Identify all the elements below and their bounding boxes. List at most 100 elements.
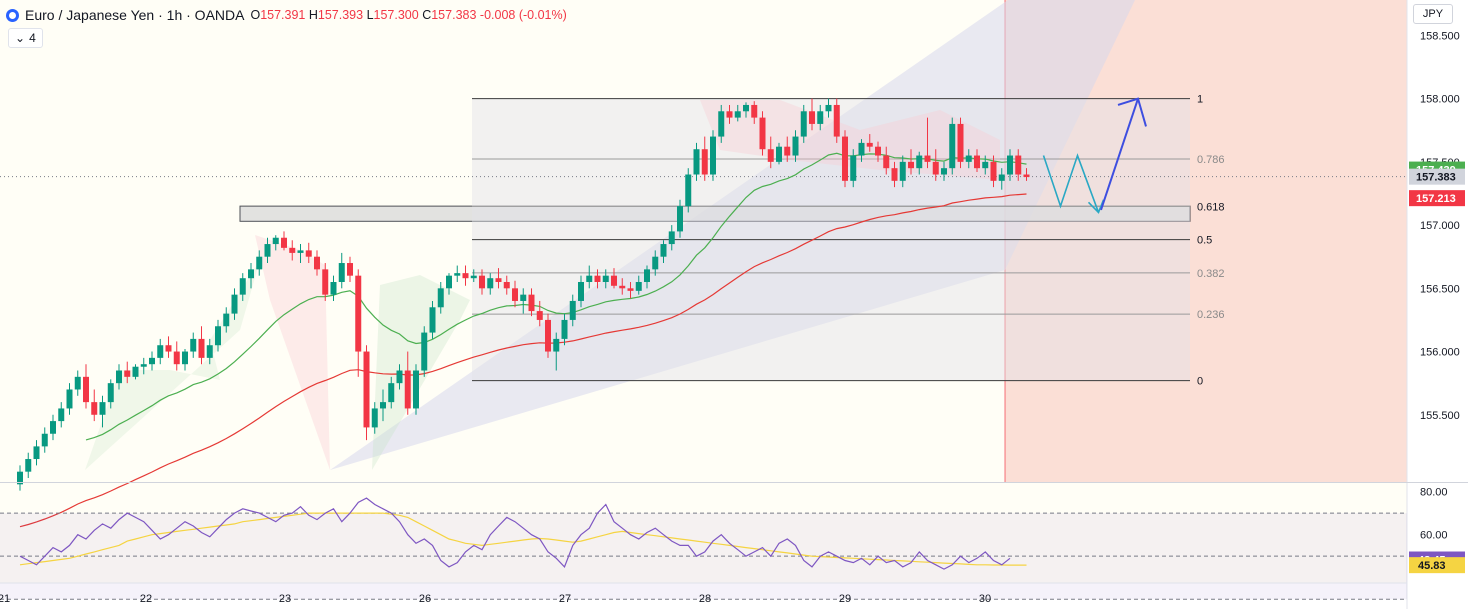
candle-up [792, 136, 799, 156]
candle-down [875, 146, 881, 156]
price-tick-label: 158.500 [1420, 30, 1460, 42]
time-tick-label: 28 [699, 593, 711, 605]
time-tick-label: 29 [839, 593, 851, 605]
candle-down [198, 338, 205, 358]
candle-up [677, 206, 683, 232]
candle-down [289, 247, 296, 253]
candle-down [173, 351, 180, 365]
oanda-logo-icon [6, 8, 19, 22]
candle-down [462, 273, 469, 279]
candle-up [437, 288, 444, 308]
candle-down [363, 351, 370, 428]
candle-up [718, 111, 725, 137]
candle-up [256, 256, 263, 270]
price-tick-label: 156.000 [1420, 347, 1460, 359]
candle-up [190, 338, 197, 352]
candle-down [355, 275, 362, 352]
candle-up [297, 250, 304, 253]
currency-button[interactable]: JPY [1413, 4, 1453, 24]
candle-up [41, 433, 48, 447]
candle-down [281, 237, 287, 248]
price-tick-label: 156.500 [1420, 283, 1460, 295]
candle-up [272, 237, 279, 245]
candle-down [833, 104, 840, 137]
candle-up [231, 294, 238, 314]
candle-up [149, 357, 155, 365]
candle-up [693, 149, 700, 175]
candle-up [470, 275, 477, 279]
candle-down [726, 111, 733, 118]
candle-down [314, 256, 320, 270]
fib-level-label: 0.5 [1197, 235, 1212, 247]
ema-slow-line [19, 193, 1027, 528]
candle-down [809, 111, 815, 124]
candle-up [1007, 155, 1013, 175]
rsi-tick-label: 80.00 [1420, 487, 1448, 499]
candle-up [206, 345, 213, 358]
candle-up [578, 281, 584, 301]
candle-down [908, 161, 914, 169]
candle-down [974, 155, 980, 169]
candle-up [33, 446, 40, 460]
ema-fast-line [85, 152, 1027, 441]
candles-group [17, 98, 1030, 491]
time-tick-label: 26 [419, 593, 431, 605]
candle-down [627, 288, 634, 291]
rsi-ma-value-tag: 45.83 [1418, 560, 1446, 572]
candle-up [421, 332, 428, 371]
last-price-tag: 157.383 [1416, 172, 1456, 184]
price-tick-label: 157.000 [1420, 220, 1460, 232]
candle-up [380, 402, 386, 409]
candle-down [932, 161, 939, 175]
candle-up [644, 269, 650, 282]
high-label: H [308, 8, 318, 22]
candle-up [998, 174, 1005, 181]
fib-level-label: 0.786 [1197, 154, 1225, 166]
time-tick-label: 23 [279, 593, 291, 605]
candle-down [1023, 174, 1030, 178]
candle-up [561, 319, 568, 339]
candle-up [388, 383, 395, 403]
rsi-line [19, 497, 1011, 570]
fib-level-label: 0.618 [1197, 201, 1225, 213]
candle-down [512, 288, 518, 301]
candle-up [17, 471, 23, 485]
candle-up [140, 364, 147, 367]
candle-down [957, 123, 964, 162]
candle-down [751, 104, 758, 118]
symbol-title[interactable]: Euro / Japanese Yen · 1h · OANDA [25, 7, 245, 23]
rsi-ma-value-tag-bg [1409, 557, 1465, 574]
candle-down [347, 263, 353, 276]
candle-down [536, 311, 543, 320]
candle-up [107, 383, 114, 403]
candle-down [1015, 155, 1022, 175]
close-value: 157.383 [431, 8, 477, 22]
ohlc-values: O157.391 H157.393 L157.300 C157.383 -0.0… [250, 8, 566, 22]
candle-down [611, 275, 617, 286]
rsi-tick-label: 60.00 [1420, 530, 1448, 542]
candle-up [949, 123, 956, 169]
candle-up [413, 370, 419, 409]
candle-up [520, 294, 527, 301]
candle-up [734, 111, 741, 118]
candle-up [487, 278, 494, 289]
candle-up [248, 269, 254, 279]
fib-level-label: 0.382 [1197, 268, 1225, 280]
candle-up [25, 459, 32, 472]
candle-up [239, 278, 246, 295]
candle-down [322, 269, 329, 295]
candle-down [701, 149, 708, 175]
candle-down [503, 281, 510, 289]
candle-down [891, 168, 898, 181]
open-label: O [250, 8, 261, 22]
candle-up [800, 111, 807, 137]
rsi-ma-line [19, 512, 1027, 566]
candle-up [569, 300, 576, 320]
candle-down [883, 155, 890, 169]
change-value: -0.008 (-0.01%) [479, 8, 567, 22]
indicators-toggle-button[interactable]: ⌄ 4 [8, 28, 43, 48]
candle-up [941, 168, 947, 175]
candle-up [446, 275, 452, 289]
candle-down [528, 294, 535, 312]
